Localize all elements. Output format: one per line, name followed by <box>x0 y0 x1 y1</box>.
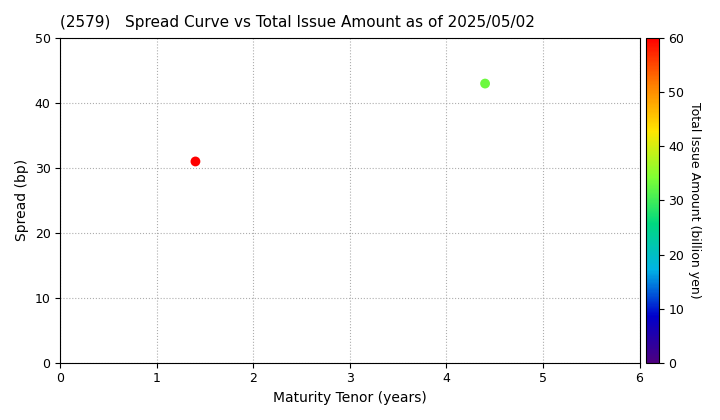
Point <box>189 158 201 165</box>
X-axis label: Maturity Tenor (years): Maturity Tenor (years) <box>273 391 427 405</box>
Y-axis label: Total Issue Amount (billion yen): Total Issue Amount (billion yen) <box>688 102 701 299</box>
Text: (2579)   Spread Curve vs Total Issue Amount as of 2025/05/02: (2579) Spread Curve vs Total Issue Amoun… <box>60 15 535 30</box>
Point <box>480 80 491 87</box>
Y-axis label: Spread (bp): Spread (bp) <box>15 159 29 242</box>
